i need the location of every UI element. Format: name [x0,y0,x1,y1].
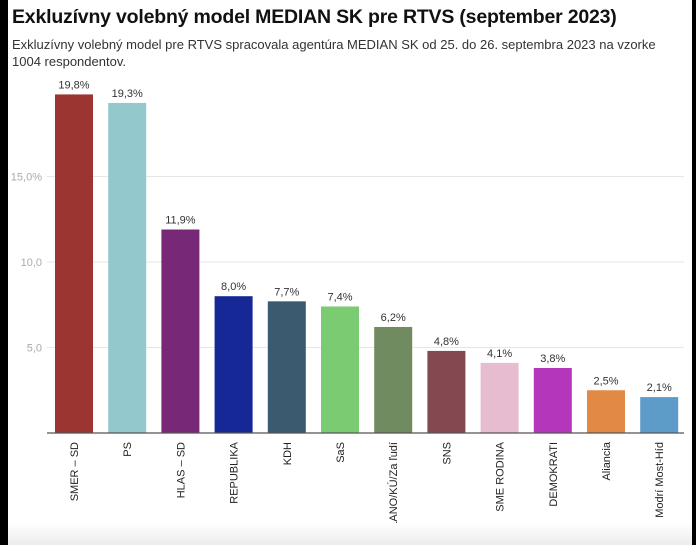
y-tick-label: 10,0 [21,257,42,269]
bar [374,326,413,433]
bar [321,306,359,433]
category-label: REPUBLIKA [229,441,241,503]
bar [55,94,93,434]
chart-title: Exkluzívny volebný model MEDIAN SK pre R… [12,6,617,28]
bottom-fade [8,523,692,545]
y-tick-label: 15,0% [11,172,42,184]
bar [587,390,625,433]
bar [214,296,253,433]
value-label: 3,8% [540,353,565,365]
category-label: HLAS – SD [175,442,187,498]
value-label: 4,8% [434,336,459,348]
y-tick-label: 5,0 [27,343,42,355]
bar [640,397,679,433]
bar [267,301,306,433]
category-label: PS [122,442,134,457]
chart-subtitle: Exkluzívny volebný model pre RTVS spraco… [12,37,656,69]
category-label: SMER – SD [69,442,81,501]
value-label: 19,8% [58,79,89,91]
category-label: OĽANO/KÚ/Za ľudí [387,442,400,536]
value-label: 19,3% [112,88,143,100]
value-label: 6,2% [381,312,406,324]
bar [480,362,519,433]
category-label: Aliancia [601,441,613,480]
chart-frame: Exkluzívny volebný model MEDIAN SK pre R… [8,0,692,545]
value-label: 2,5% [593,375,618,387]
category-label: SaS [335,442,347,463]
bar [427,350,466,433]
value-label: 2,1% [647,382,672,394]
value-label: 7,4% [327,291,352,303]
bar [108,102,147,433]
category-label: Modrí Most-Híd [654,442,666,518]
value-label: 8,0% [221,281,246,293]
category-label: KDH [282,442,294,465]
bar [161,229,200,433]
value-label: 7,7% [274,286,299,298]
bar [533,368,572,433]
bar-chart: 5,0 10,0 15,0% 19,8% 19,3% 11,9% 8,0% 7,7% 7,4%… [11,79,684,536]
value-label: 4,1% [487,348,512,360]
value-label: 11,9% [165,215,196,227]
category-label: DEMOKRATI [548,442,560,507]
category-label: SNS [441,442,453,465]
category-label: SME RODINA [495,441,507,511]
